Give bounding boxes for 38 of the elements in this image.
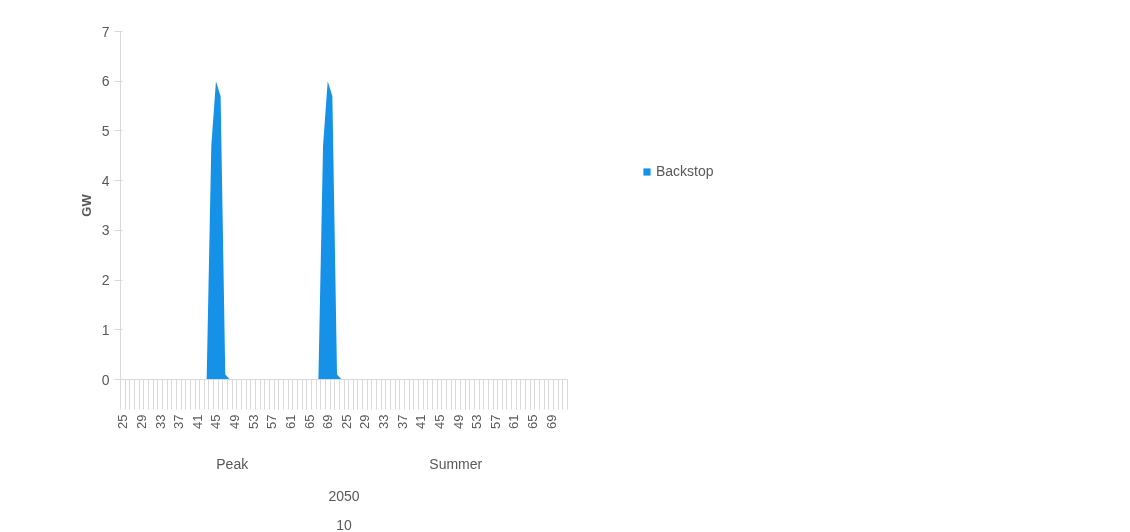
- x-tick-label: 61: [282, 414, 298, 429]
- x-tick-label: 57: [264, 414, 280, 429]
- y-tick-label: 1: [101, 321, 110, 338]
- y-tick-label: 5: [101, 122, 110, 139]
- text: 2050: [328, 487, 360, 504]
- text: Summer: [429, 455, 483, 472]
- x-tick-label: 25: [338, 414, 354, 429]
- y-tick-label: 4: [101, 172, 110, 189]
- x-tick-label: 69: [320, 414, 336, 429]
- x-tick-label: 65: [525, 414, 541, 429]
- x-tick-label: 45: [208, 414, 224, 429]
- x-tick-label: 69: [543, 414, 559, 429]
- x-tick-label: 49: [450, 414, 466, 429]
- x-tick-label: 37: [394, 414, 410, 429]
- y-axis-title: GW: [78, 193, 94, 217]
- y-tick-label: 6: [101, 73, 110, 90]
- x-tick-label: 49: [227, 414, 243, 429]
- x-tick-label: 65: [301, 414, 317, 429]
- x-tick-label: 53: [469, 414, 485, 429]
- x-tick-label: 45: [431, 414, 447, 429]
- text: Peak: [216, 455, 250, 472]
- x-tick-label: 41: [189, 414, 205, 429]
- y-tick-label: 7: [101, 23, 110, 40]
- legend-label: Backstop: [656, 163, 714, 179]
- y-tick-label: 2: [101, 272, 110, 289]
- x-tick-label: 33: [152, 414, 168, 429]
- x-tick-label: 57: [487, 414, 503, 429]
- x-tick-label: 53: [245, 414, 261, 429]
- x-tick-label: 41: [413, 414, 429, 429]
- y-tick-label: 3: [101, 222, 110, 239]
- x-tick-label: 33: [376, 414, 392, 429]
- x-tick-label: 25: [115, 414, 131, 429]
- y-tick-label: 0: [101, 371, 110, 388]
- text: 10: [336, 516, 352, 532]
- x-tick-label: 61: [506, 414, 522, 429]
- x-tick-label: 29: [357, 414, 373, 429]
- x-tick-label: 37: [171, 414, 187, 429]
- x-tick-label: 29: [133, 414, 149, 429]
